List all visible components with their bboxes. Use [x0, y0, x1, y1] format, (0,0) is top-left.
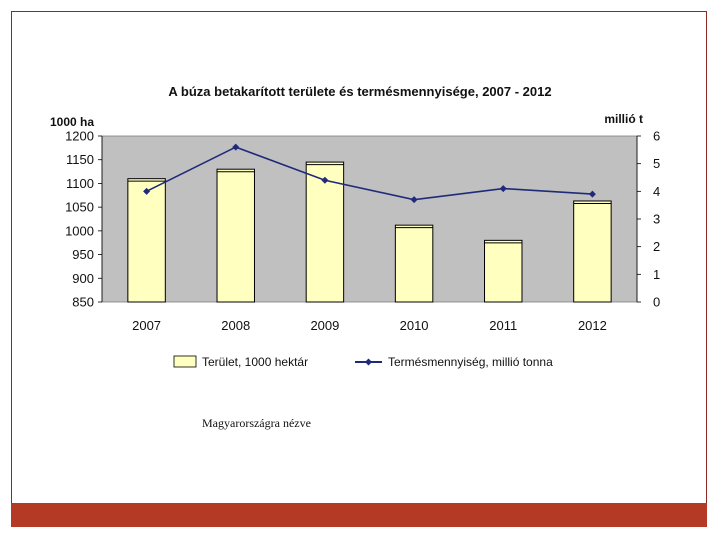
x-category-label: 2008: [221, 318, 250, 333]
y-left-tick-label: 950: [72, 247, 94, 262]
y-left-tick-label: 850: [72, 295, 94, 310]
y-right-tick-label: 3: [653, 212, 660, 227]
plot-area: [101, 135, 638, 303]
bar: [305, 161, 345, 303]
x-category-label: 2010: [400, 318, 429, 333]
y-left-tick-label: 1150: [66, 152, 94, 167]
y-right-tick-label: 6: [653, 129, 660, 144]
y-left-tick-label: 900: [72, 271, 94, 286]
x-category-labels: 2007 2008 2009 2010 2011 2012: [132, 318, 607, 333]
line-point: [143, 187, 151, 195]
bar: [216, 168, 255, 303]
x-category-label: 2012: [578, 318, 607, 333]
y-left-axis-label: 1000 ha: [50, 115, 94, 129]
bar: [127, 178, 166, 303]
y-left-tick-label: 1100: [66, 176, 94, 191]
x-category-label: 2011: [489, 318, 517, 333]
series-line: [146, 146, 593, 201]
legend-line-marker: [365, 358, 372, 366]
y-left-tick-label: 1200: [65, 129, 94, 144]
x-category-label: 2007: [132, 318, 161, 333]
bar: [394, 224, 434, 303]
y-left-tick-label: 1050: [65, 200, 94, 215]
legend: Terület, 1000 hektár Termésmennyiség, mi…: [173, 355, 553, 369]
y-right-tick-label: 2: [653, 239, 660, 254]
bar: [484, 239, 523, 303]
slide-footer-bar: [11, 503, 707, 527]
bar-series: [127, 161, 612, 303]
line-point: [321, 176, 329, 184]
legend-bar-swatch: [173, 355, 197, 368]
y-left-ticks: 850 900 950 1000 1050 1100 1150 1200: [65, 129, 103, 310]
slide-caption: Magyarországra nézve: [202, 416, 311, 430]
legend-bar-label: Terület, 1000 hektár: [202, 355, 308, 369]
y-right-axis-label: millió t: [604, 112, 643, 126]
line-series: [143, 143, 596, 204]
legend-line-label: Termésmennyiség, millió tonna: [388, 355, 553, 369]
x-category-label: 2009: [310, 318, 339, 333]
y-right-tick-label: 1: [653, 267, 660, 282]
y-left-tick-label: 1000: [65, 223, 94, 238]
line-point: [588, 190, 596, 198]
y-right-tick-label: 4: [653, 184, 660, 199]
bar: [573, 200, 612, 303]
y-right-ticks: 0 1 2 3 4 5 6: [636, 129, 660, 310]
chart-title: A búza betakarított területe és termésme…: [168, 84, 551, 99]
line-point: [232, 143, 240, 151]
y-right-tick-label: 5: [653, 156, 660, 171]
y-right-tick-label: 0: [653, 295, 660, 310]
line-point: [499, 185, 507, 193]
line-point: [410, 196, 418, 204]
